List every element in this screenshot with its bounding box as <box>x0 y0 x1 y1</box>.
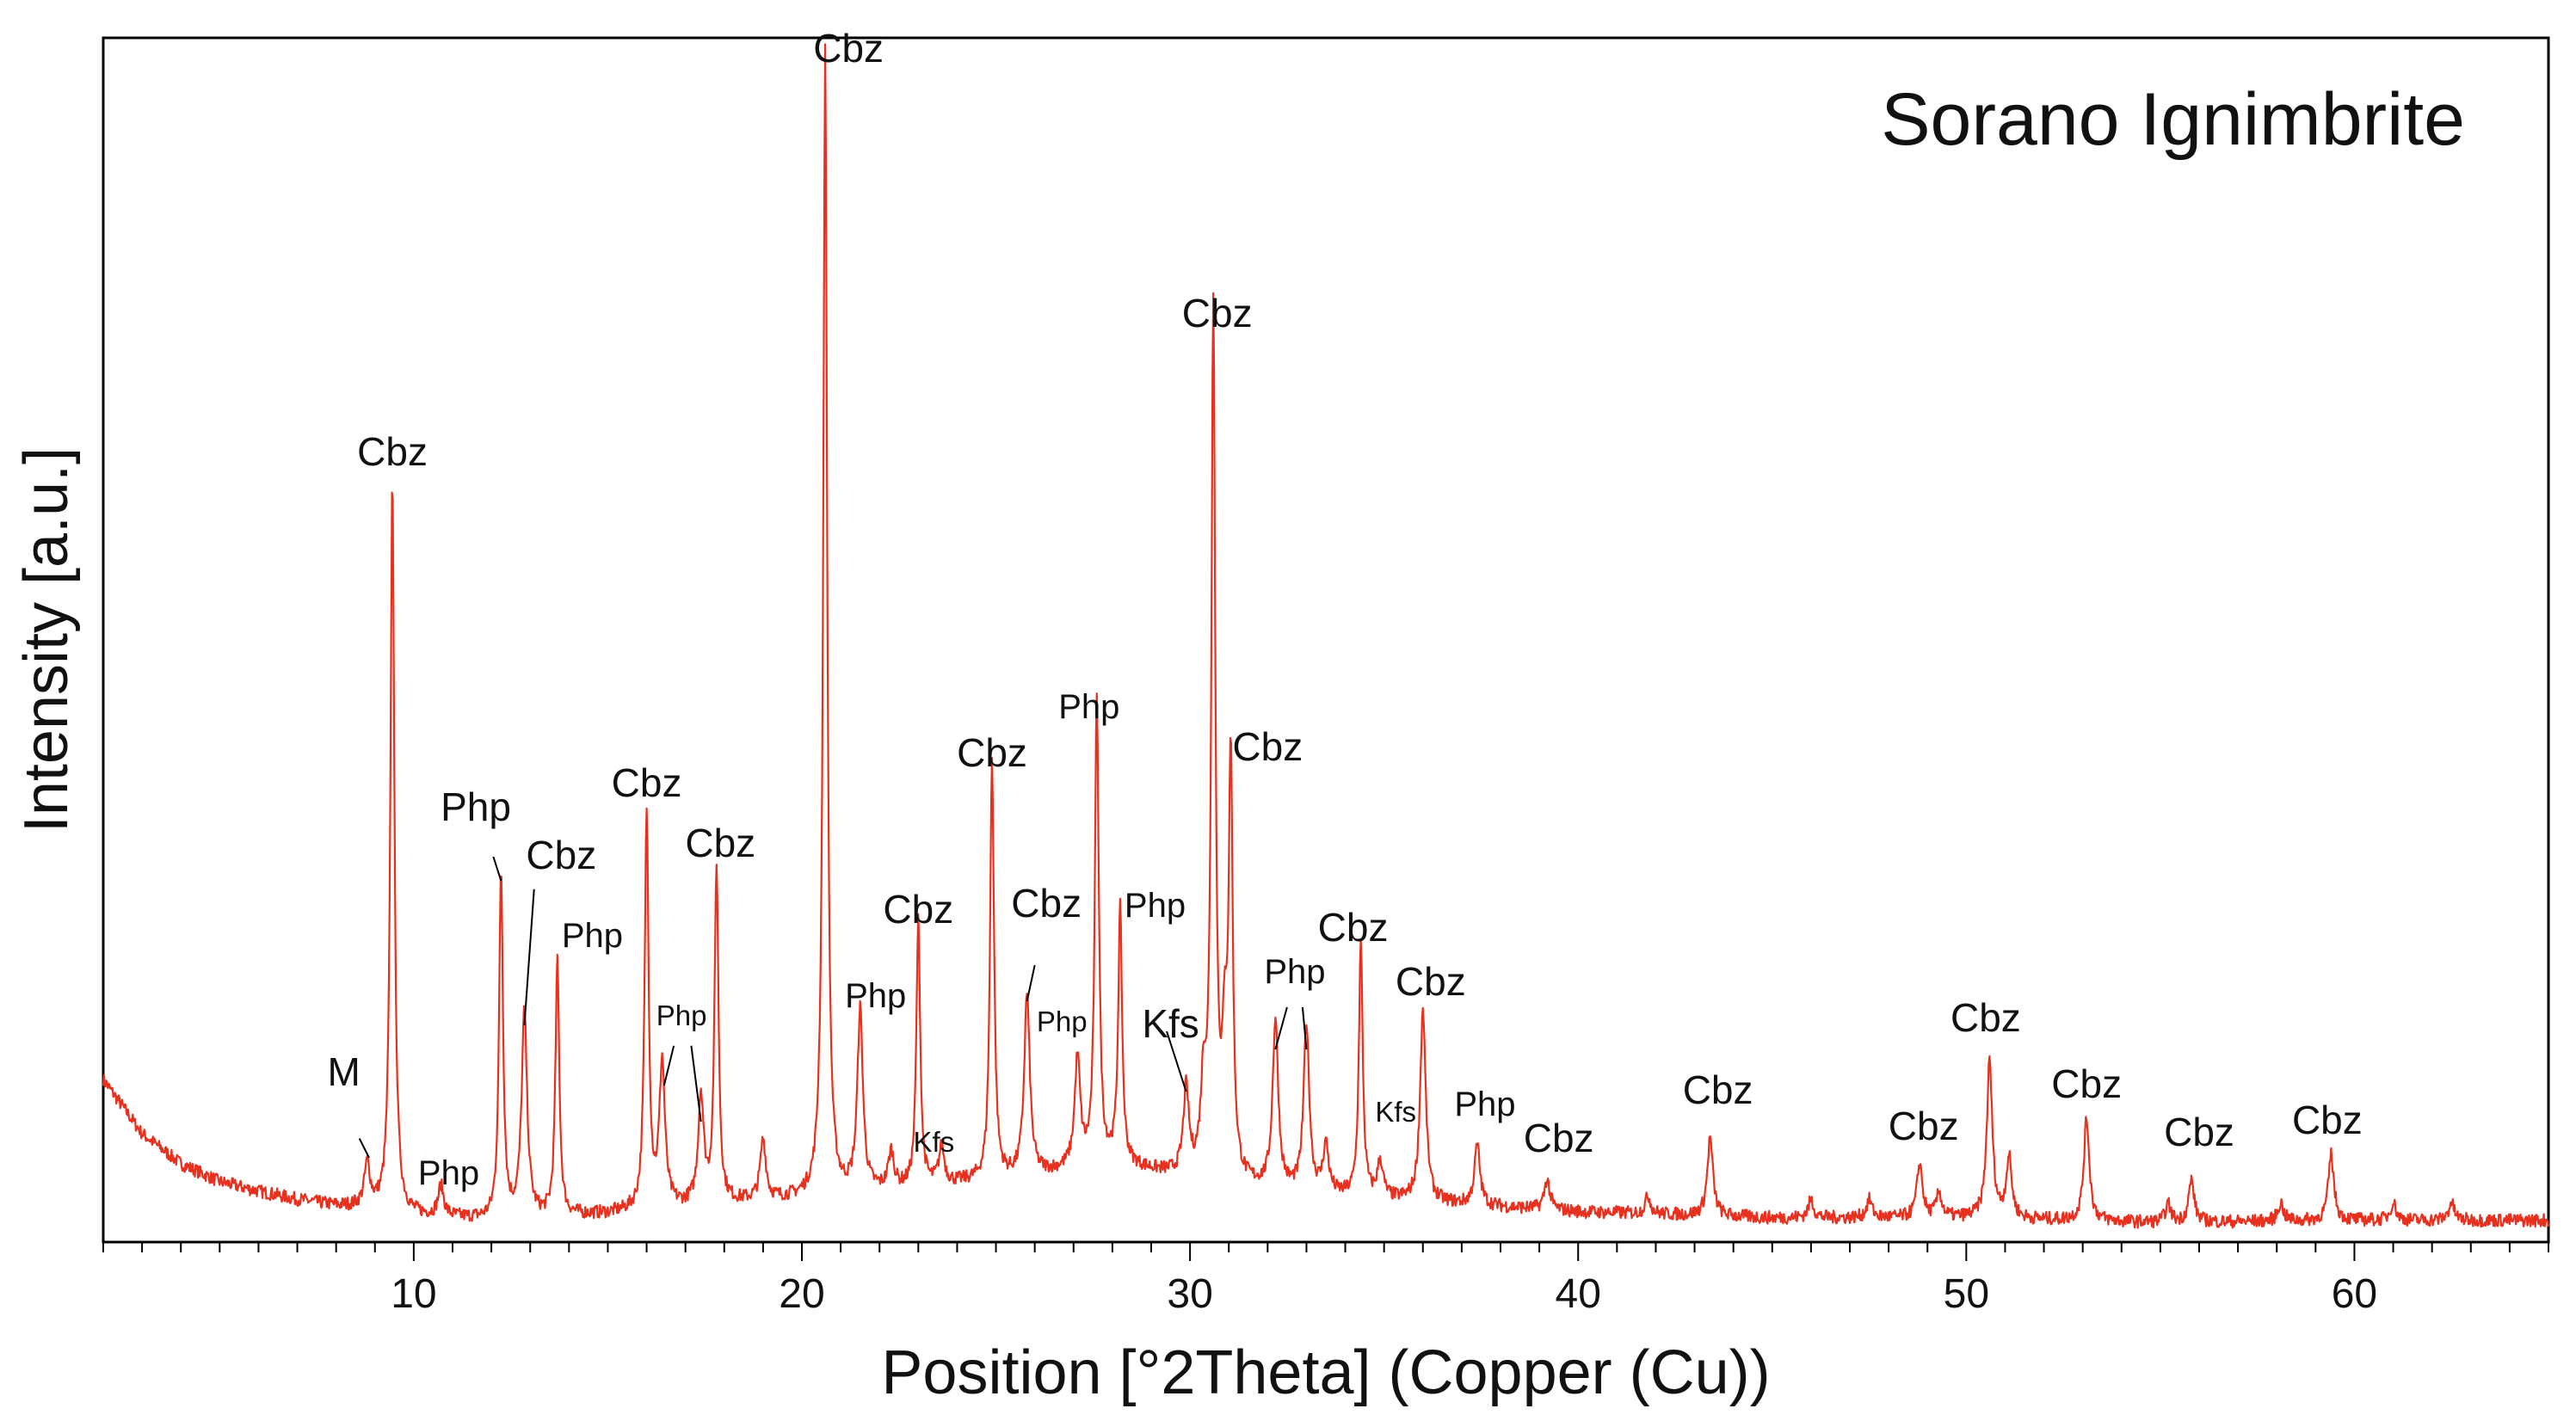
peak-label: Php <box>418 1154 479 1192</box>
peak-label: Cbz <box>957 730 1027 775</box>
peak-label: Cbz <box>813 26 884 71</box>
x-tick-label: 50 <box>1944 1271 1989 1317</box>
peak-leader-line <box>662 1045 675 1086</box>
peak-leader-line <box>1274 1006 1288 1050</box>
peak-leader-line <box>1301 1006 1308 1050</box>
peak-label: Cbz <box>1950 995 2021 1040</box>
peak-label: Cbz <box>1011 881 1082 926</box>
diffractogram-layer <box>102 43 2550 1229</box>
chart-title: Sorano Ignimbrite <box>1881 78 2465 161</box>
peak-label: Kfs <box>1375 1096 1416 1128</box>
peak-label: Cbz <box>2164 1110 2234 1154</box>
peak-labels: MCbzPhpPhpCbzPhpCbzPhpCbzCbzPhpCbzKfsCbz… <box>328 26 2363 1192</box>
peak-label: Cbz <box>685 821 755 865</box>
peak-label: Cbz <box>2051 1061 2122 1106</box>
peak-label: Php <box>562 917 623 955</box>
peak-label: Cbz <box>883 887 953 932</box>
peak-label: Cbz <box>1889 1104 1959 1148</box>
peak-label: Php <box>845 977 906 1015</box>
peak-leader-line <box>1166 1030 1187 1092</box>
peak-label: Cbz <box>526 833 596 877</box>
x-tick-label: 40 <box>1556 1271 1601 1317</box>
peak-label: Cbz <box>612 760 682 805</box>
annotation-leaders <box>358 856 1308 1159</box>
y-axis-title: Intensity [a.u.] <box>12 447 81 833</box>
peak-label: Cbz <box>357 429 428 474</box>
peak-label: Php <box>1037 1006 1088 1037</box>
peak-leader-line <box>358 1138 370 1159</box>
peak-label: Php <box>656 1000 707 1031</box>
peak-label: Cbz <box>1182 291 1253 335</box>
peak-label: Kfs <box>1142 1001 1199 1046</box>
peak-label: Cbz <box>1396 959 1466 1004</box>
x-tick-label: 10 <box>391 1271 436 1317</box>
peak-label: Php <box>1125 887 1186 925</box>
diffractogram-trace <box>102 43 2550 1229</box>
x-axis-ticks: 10 20 30 40 50 60 <box>102 1242 2549 1317</box>
plot-area <box>102 36 2550 1244</box>
peak-label: Cbz <box>1683 1067 1753 1112</box>
peak-leader-line <box>1026 964 1036 1002</box>
x-tick-label: 20 <box>779 1271 824 1317</box>
peak-leader-line <box>690 1045 702 1123</box>
peak-label: Cbz <box>1318 905 1389 950</box>
peak-label: Php <box>1058 688 1119 726</box>
x-tick-label: 60 <box>2332 1271 2377 1317</box>
peak-label: Kfs <box>914 1126 955 1158</box>
peak-label: Php <box>1454 1086 1515 1123</box>
x-axis-title: Position [°2Theta] (Copper (Cu)) <box>881 1338 1770 1407</box>
peak-label: Cbz <box>2292 1098 2363 1142</box>
peak-label: M <box>328 1049 361 1094</box>
peak-label: Cbz <box>1524 1116 1594 1160</box>
peak-leader-line <box>492 856 502 882</box>
x-tick-label: 30 <box>1167 1271 1212 1317</box>
peak-label: Php <box>441 784 511 829</box>
peak-label: Php <box>1264 953 1325 991</box>
peak-leader-line <box>523 889 535 1026</box>
peak-label: Cbz <box>1232 724 1303 769</box>
